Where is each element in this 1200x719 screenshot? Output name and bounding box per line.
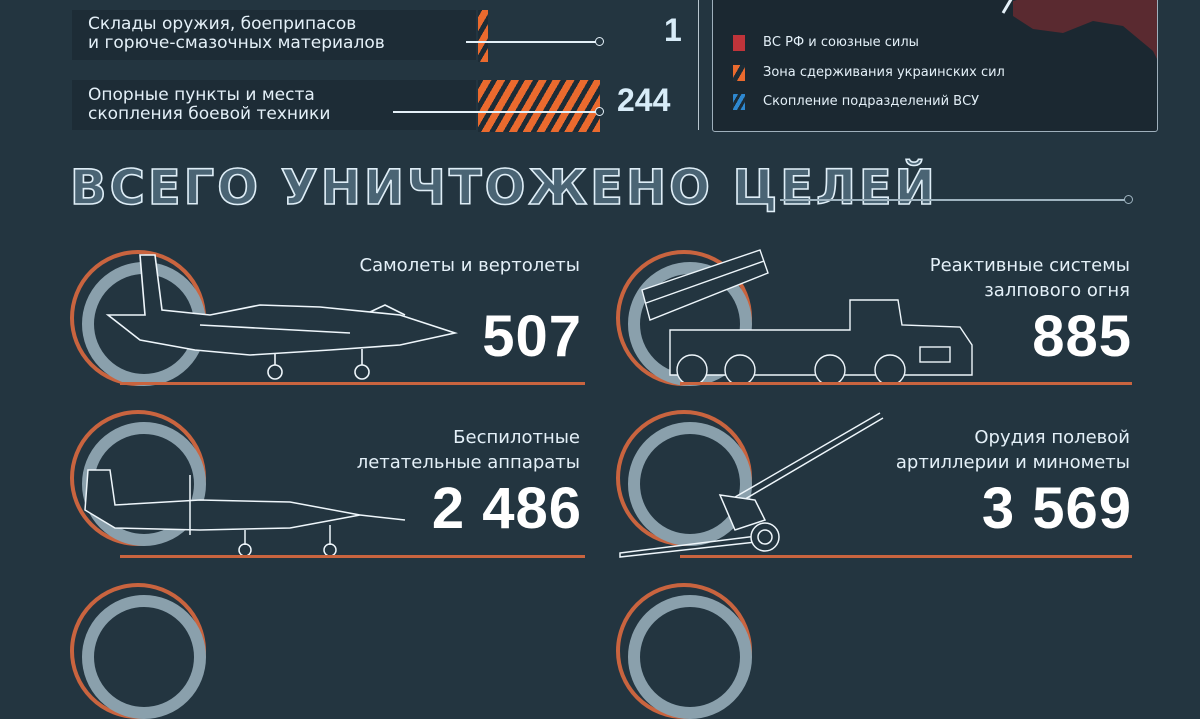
title-dot [1124, 195, 1133, 204]
label-line: Беспилотные [453, 427, 580, 448]
card-label-mlrs: Реактивные системы залпового огня [800, 253, 1130, 303]
leader-dot [595, 37, 604, 46]
label-line: Опорные пункты и места [88, 85, 315, 105]
card-underline [120, 382, 585, 385]
stat-value-depots: 1 [664, 12, 682, 48]
label-line: Самолеты и вертолеты [359, 255, 581, 276]
stat-label-strongpoints: Опорные пункты и места скопления боевой т… [88, 86, 330, 124]
label-line: и горюче-смазочных материалов [88, 33, 385, 53]
legend-item-containment: Зона сдерживания украинских сил [733, 65, 1005, 81]
card-label-uav: Беспилотные летательные аппараты [240, 425, 580, 475]
swatch-solid-red [733, 35, 745, 51]
stat-row-depots [72, 10, 476, 60]
card-underline [680, 555, 1132, 558]
swatch-stripes-orange [733, 65, 745, 81]
legend-label: ВС РФ и союзные силы [763, 35, 919, 50]
stat-bar-depots [478, 10, 488, 62]
card-value-uav: 2 486 [431, 476, 582, 541]
card-label-artillery: Орудия полевой артиллерии и минометы [800, 425, 1130, 475]
jet-icon [105, 254, 459, 380]
map-region-shape [1001, 0, 1157, 59]
leader-line [393, 111, 598, 113]
legend-label: Зона сдерживания украинских сил [763, 65, 1005, 80]
drone-icon [84, 469, 406, 557]
swatch-stripes-blue [733, 94, 745, 110]
circle-inner [628, 595, 752, 719]
section-title: ВСЕГО УНИЧТОЖЕНО ЦЕЛЕЙ [69, 159, 938, 217]
stat-value-strongpoints: 244 [617, 82, 671, 118]
leader-dot [595, 107, 604, 116]
mlrs-truck-icon [641, 249, 973, 385]
card-underline [120, 555, 585, 558]
label-line: Орудия полевой [974, 427, 1130, 448]
howitzer-icon [619, 412, 884, 558]
stat-label-depots: Склады оружия, боеприпасов и горюче-смазо… [88, 15, 385, 53]
legend-item-afu: Скопление подразделений ВСУ [733, 94, 980, 110]
circle-inner [82, 595, 206, 719]
leader-line [466, 41, 598, 43]
divider [698, 0, 699, 130]
card-value-aircraft: 507 [482, 304, 582, 369]
title-line [780, 199, 1125, 201]
label-line: Реактивные системы [929, 255, 1130, 276]
card-underline [680, 382, 1132, 385]
card-value-mlrs: 885 [1032, 304, 1132, 369]
card-value-artillery: 3 569 [981, 476, 1132, 541]
card-label-aircraft: Самолеты и вертолеты [240, 253, 581, 278]
map-legend: ВС РФ и союзные силы Зона сдерживания ук… [712, 0, 1158, 132]
label-line: артиллерии и минометы [895, 452, 1130, 473]
label-line: Склады оружия, боеприпасов [88, 14, 357, 34]
label-line: летательные аппараты [356, 452, 580, 473]
label-line: залпового огня [984, 280, 1130, 301]
legend-label: Скопление подразделений ВСУ [763, 94, 980, 109]
legend-item-rf: ВС РФ и союзные силы [733, 35, 919, 51]
stat-row-strongpoints [72, 80, 476, 130]
stat-bar-strongpoints [478, 80, 600, 132]
label-line: скопления боевой техники [88, 104, 331, 124]
